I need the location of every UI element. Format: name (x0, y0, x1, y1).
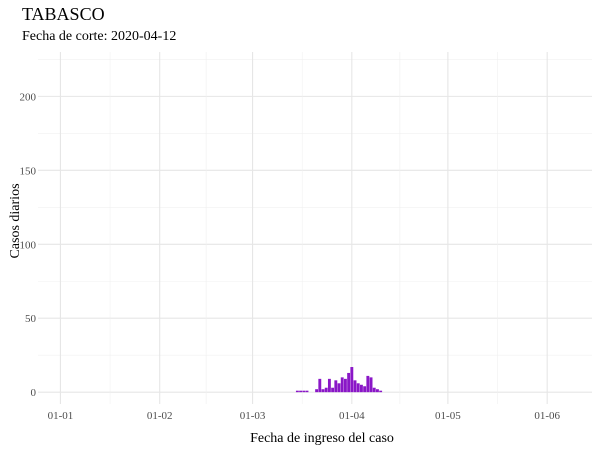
bar (340, 377, 344, 393)
bar (347, 372, 351, 393)
bar (302, 390, 306, 393)
bar (353, 380, 357, 393)
bar (331, 387, 335, 393)
bar (324, 387, 328, 393)
x-axis-ticks: 01-01 01-02 01-03 01-04 01-05 01-06 (48, 410, 561, 422)
bar (343, 378, 347, 393)
bar (359, 384, 363, 393)
bar (379, 390, 383, 393)
bar (318, 378, 322, 393)
y-tick-label: 50 (25, 313, 37, 325)
x-tick-label: 01-03 (240, 410, 266, 422)
x-tick-label: 01-04 (339, 410, 365, 422)
bar (337, 383, 341, 393)
y-tick-label: 100 (20, 239, 37, 251)
x-tick-label: 01-01 (48, 410, 74, 422)
chart-title: TABASCO (22, 4, 105, 24)
x-tick-label: 01-06 (534, 410, 560, 422)
bar (376, 389, 379, 393)
bar (356, 383, 360, 393)
grid-lines (38, 52, 592, 404)
bar (321, 389, 325, 393)
x-tick-label: 01-02 (147, 410, 173, 422)
bar-series (295, 367, 383, 393)
bar (366, 375, 370, 393)
y-tick-label: 0 (31, 387, 37, 399)
bar (315, 389, 319, 393)
y-axis-ticks: 0 50 100 150 200 (20, 91, 37, 399)
bar (334, 380, 338, 393)
chart-subtitle: Fecha de corte: 2020-04-12 (22, 29, 177, 44)
x-tick-label: 01-05 (435, 410, 461, 422)
bar (299, 390, 303, 393)
bar (295, 390, 299, 393)
bar (372, 387, 376, 393)
y-tick-label: 150 (20, 165, 37, 177)
bar (350, 367, 354, 393)
bar (363, 386, 367, 393)
y-tick-label: 200 (20, 91, 37, 103)
bar (327, 378, 331, 393)
bar (305, 390, 309, 393)
y-axis-title: Casos diarios (8, 183, 23, 258)
x-axis-title: Fecha de ingreso del caso (250, 431, 394, 446)
bar (369, 377, 373, 393)
